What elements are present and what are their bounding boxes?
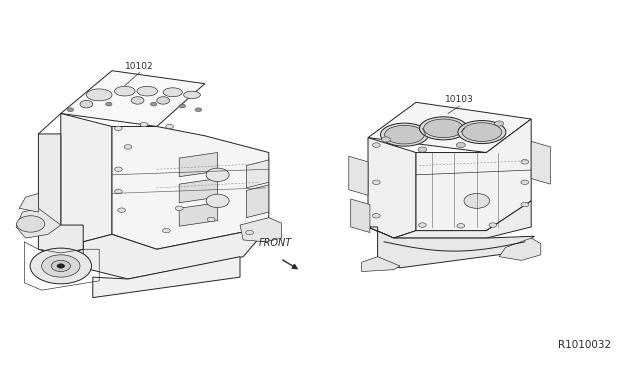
Circle shape	[115, 167, 122, 171]
Polygon shape	[349, 156, 368, 195]
Circle shape	[246, 230, 253, 235]
Circle shape	[419, 223, 426, 227]
Circle shape	[207, 217, 215, 222]
Text: 10103: 10103	[445, 95, 474, 104]
Circle shape	[118, 208, 125, 212]
Circle shape	[372, 180, 380, 185]
Circle shape	[195, 108, 202, 112]
Polygon shape	[179, 203, 218, 226]
Ellipse shape	[385, 125, 424, 144]
Polygon shape	[368, 227, 534, 268]
Circle shape	[521, 180, 529, 185]
Circle shape	[17, 216, 45, 232]
Circle shape	[51, 260, 70, 272]
Polygon shape	[368, 201, 531, 238]
Ellipse shape	[115, 86, 135, 96]
Text: R1010032: R1010032	[558, 340, 611, 350]
Ellipse shape	[420, 117, 467, 140]
Circle shape	[157, 97, 170, 104]
Circle shape	[521, 160, 529, 164]
Polygon shape	[351, 199, 370, 232]
Circle shape	[115, 126, 122, 131]
Circle shape	[521, 202, 529, 207]
Circle shape	[131, 97, 144, 104]
Polygon shape	[416, 119, 531, 231]
Polygon shape	[61, 71, 205, 126]
Text: 10102: 10102	[125, 62, 154, 71]
Ellipse shape	[424, 119, 463, 138]
Polygon shape	[246, 185, 269, 218]
Polygon shape	[93, 257, 240, 298]
Circle shape	[80, 100, 93, 108]
Circle shape	[166, 124, 173, 129]
Circle shape	[42, 255, 80, 277]
Circle shape	[124, 145, 132, 149]
Circle shape	[381, 137, 390, 142]
Circle shape	[179, 104, 186, 108]
Ellipse shape	[458, 121, 506, 144]
Circle shape	[372, 214, 380, 218]
Polygon shape	[16, 208, 61, 238]
Polygon shape	[61, 113, 112, 242]
Circle shape	[67, 108, 74, 112]
Polygon shape	[240, 218, 282, 242]
Circle shape	[489, 223, 497, 227]
Ellipse shape	[184, 91, 200, 99]
Polygon shape	[531, 141, 550, 184]
Polygon shape	[19, 193, 38, 212]
Circle shape	[140, 122, 148, 127]
Circle shape	[495, 121, 504, 126]
Polygon shape	[368, 138, 416, 238]
Circle shape	[456, 142, 465, 148]
Circle shape	[206, 194, 229, 208]
Circle shape	[150, 102, 157, 106]
Polygon shape	[38, 134, 83, 257]
Polygon shape	[368, 102, 531, 153]
Ellipse shape	[163, 88, 182, 97]
Circle shape	[30, 248, 92, 284]
Circle shape	[418, 147, 427, 152]
Circle shape	[206, 168, 229, 182]
Ellipse shape	[86, 89, 112, 101]
Circle shape	[464, 193, 490, 208]
Circle shape	[175, 206, 183, 211]
Circle shape	[115, 189, 122, 194]
Ellipse shape	[462, 123, 502, 141]
Polygon shape	[83, 227, 269, 279]
Polygon shape	[179, 179, 218, 203]
Circle shape	[57, 264, 65, 268]
Polygon shape	[246, 160, 269, 188]
Ellipse shape	[137, 86, 157, 96]
Polygon shape	[112, 126, 269, 249]
Circle shape	[163, 228, 170, 233]
Polygon shape	[499, 238, 541, 260]
Circle shape	[372, 143, 380, 147]
Circle shape	[457, 224, 465, 228]
Text: FRONT: FRONT	[259, 238, 292, 248]
Polygon shape	[179, 153, 218, 177]
Ellipse shape	[380, 123, 429, 146]
Circle shape	[106, 102, 112, 106]
Polygon shape	[362, 257, 400, 272]
